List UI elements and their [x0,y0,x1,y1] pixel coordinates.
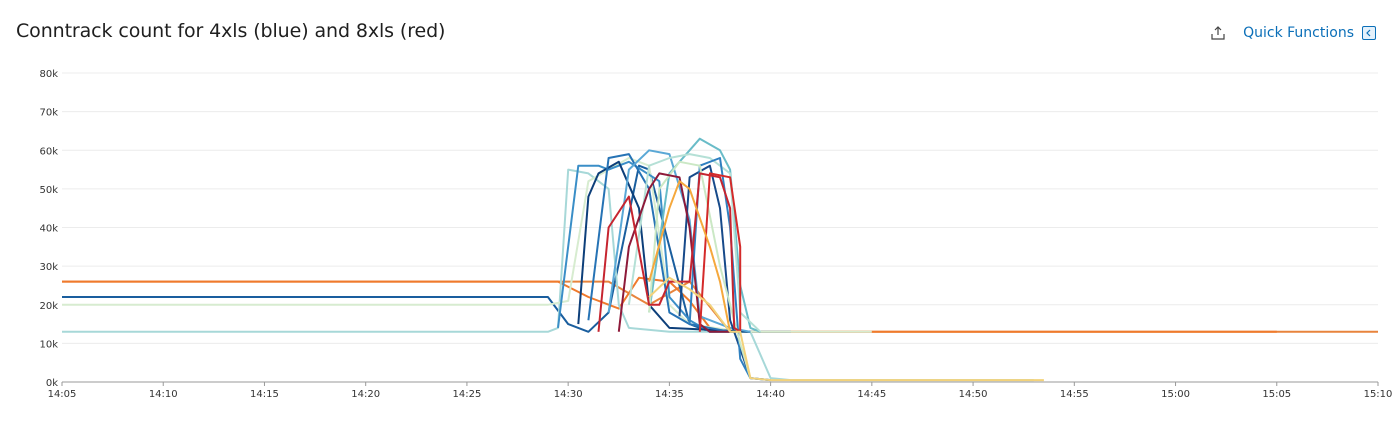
x-tick-label: 14:40 [756,389,785,400]
series-lines [62,137,1378,382]
series-line [688,157,771,382]
series-line [62,168,1034,382]
series-line [648,160,752,379]
y-tick-label: 40k [39,224,58,235]
series-line [62,164,791,333]
y-tick-label: 30k [39,262,58,273]
x-tick-label: 14:50 [959,389,988,400]
x-tick-label: 15:00 [1161,389,1190,400]
series-line [648,276,1044,382]
export-upload-icon [1211,26,1225,40]
export-button[interactable] [1207,22,1229,44]
x-tick-label: 14:10 [149,389,178,400]
y-tick-label: 20k [39,301,58,312]
chart-header: Conntrack count for 4xls (blue) and 8xls… [0,0,1400,64]
x-tick-label: 14:35 [655,389,684,400]
quick-functions-button[interactable]: Quick Functions [1243,25,1376,41]
series-line [577,160,751,333]
y-tick-label: 80k [39,69,58,80]
y-tick-label: 60k [39,146,58,157]
y-tick-label: 0k [46,378,58,389]
series-line [648,180,732,332]
x-tick-label: 14:25 [453,389,482,400]
x-tick-label: 14:20 [351,389,380,400]
x-tick-label: 15:10 [1364,389,1393,400]
x-tick-label: 14:55 [1060,389,1089,400]
y-tick-label: 50k [39,185,58,196]
collapse-panel-icon [1362,26,1376,40]
quick-functions-label: Quick Functions [1243,25,1354,41]
axes: 0k 10k 20k 30k 40k 50k 60k 70k 80k 14:05 14:10 14:1… [39,69,1392,400]
x-tick-label: 14:30 [554,389,583,400]
x-tick-label: 14:45 [857,389,886,400]
x-tick-label: 14:05 [48,389,77,400]
y-tick-label: 70k [39,108,58,119]
header-actions: Quick Functions [1207,22,1376,44]
chart-title: Conntrack count for 4xls (blue) and 8xls… [16,20,446,42]
x-tick-label: 14:15 [250,389,279,400]
series-line [62,157,872,333]
series-line [698,172,742,332]
x-tick-label: 15:05 [1262,389,1291,400]
series-line [597,172,741,333]
y-tick-label: 10k [39,339,58,350]
series-line [627,153,762,333]
